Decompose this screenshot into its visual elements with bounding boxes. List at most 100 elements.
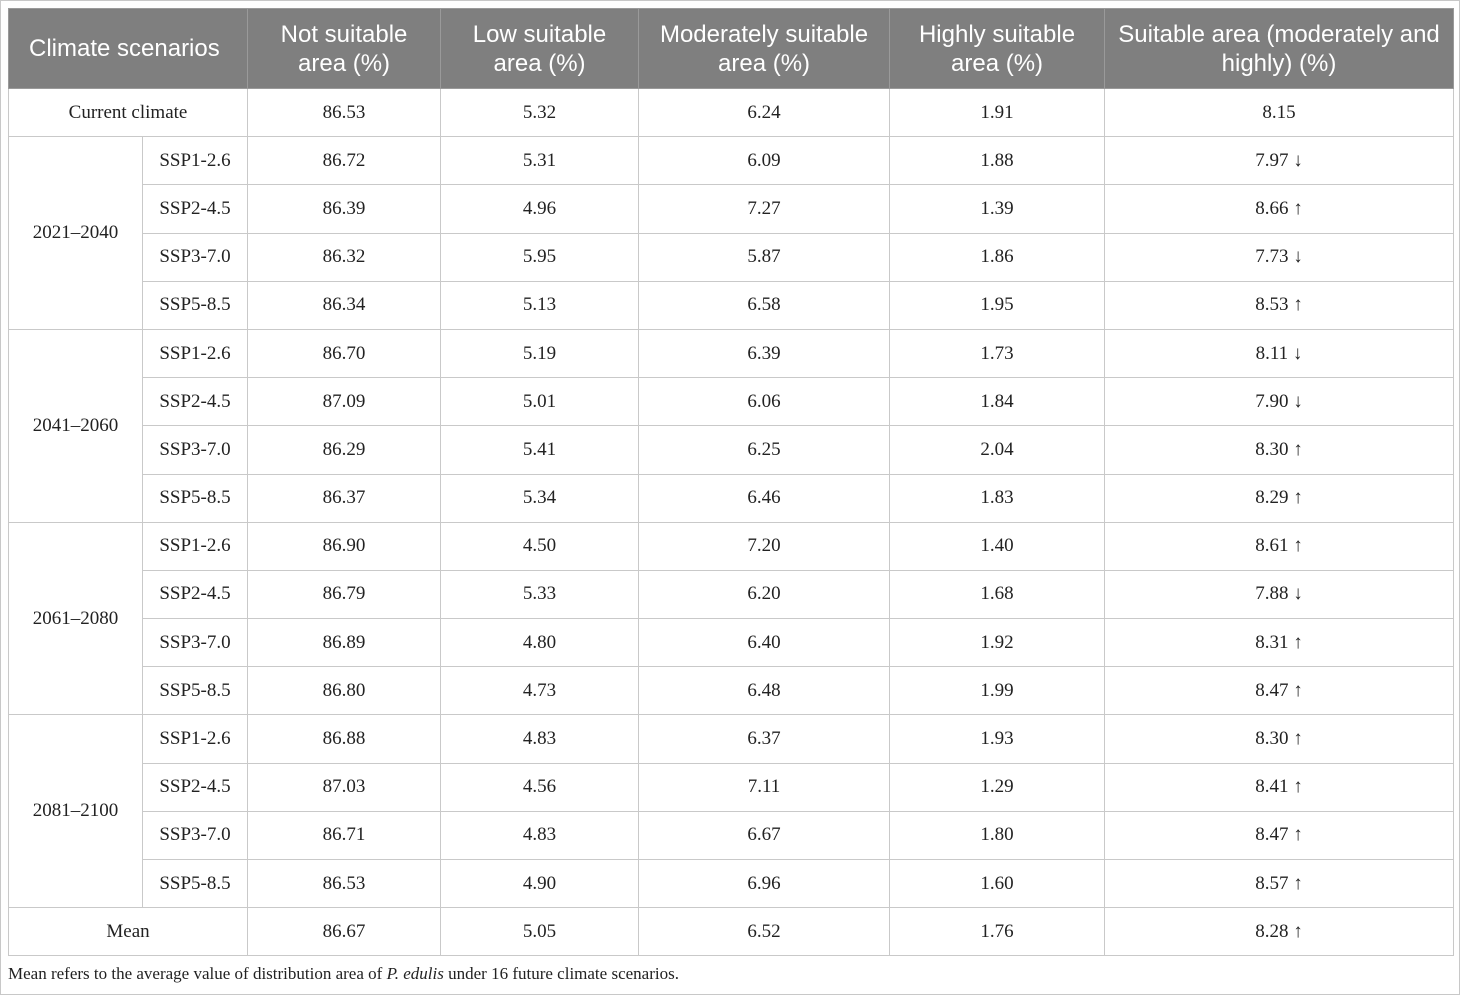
table-cell: 8.11 ↓ — [1104, 328, 1455, 379]
table-cell: 1.29 — [889, 762, 1106, 812]
table-cell: 6.09 — [638, 136, 891, 186]
scenario-label: SSP1-2.6 — [141, 136, 249, 186]
table-cell: 87.03 — [247, 762, 442, 812]
table-cell: 86.34 — [247, 280, 442, 330]
table-cell: 8.30 ↑ — [1104, 714, 1455, 764]
table-cell: 1.86 — [889, 232, 1106, 282]
table-cell: 8.29 ↑ — [1104, 473, 1455, 523]
table-cell: 7.20 — [638, 521, 891, 571]
footnote-text-after: under 16 future climate scenarios. — [443, 964, 679, 983]
table-cell: 6.20 — [638, 569, 891, 620]
table-row: SSP3-7.0 86.29 5.41 6.25 2.04 8.30 ↑ — [9, 425, 1455, 475]
table-cell: 5.95 — [440, 232, 640, 282]
table-cell: 4.80 — [440, 618, 640, 668]
row-label: Current climate — [7, 87, 249, 138]
scenario-label: SSP2-4.5 — [141, 569, 249, 620]
table-cell: 87.09 — [247, 377, 442, 427]
header-moderately-suitable: Moderately suitable area (%) — [638, 8, 891, 89]
table-cell: 4.90 — [440, 858, 640, 909]
table-cell: 7.73 ↓ — [1104, 232, 1455, 282]
table-row: SSP5-8.5 86.34 5.13 6.58 1.95 8.53 ↑ — [9, 280, 1455, 330]
table-cell: 1.91 — [889, 87, 1106, 138]
table-cell: 8.28 ↑ — [1104, 907, 1455, 957]
table-cell: 6.39 — [638, 328, 891, 379]
header-row: Climate scenarios Not suitable area (%) … — [7, 8, 1455, 89]
table-row: SSP2-4.5 87.03 4.56 7.11 1.29 8.41 ↑ — [9, 762, 1455, 812]
table-row: 2041–2060 SSP1-2.6 86.70 5.19 6.39 1.73 8.11 ↓ — [8, 328, 1455, 523]
table-cell: 8.15 — [1104, 87, 1455, 138]
table-row: SSP5-8.5 86.80 4.73 6.48 1.99 8.47 ↑ — [9, 666, 1455, 716]
table-cell: 86.79 — [247, 569, 442, 620]
table-cell: 7.97 ↓ — [1104, 136, 1455, 186]
table-cell: 8.47 ↑ — [1104, 810, 1455, 861]
table-cell: 6.24 — [638, 87, 891, 138]
table-row: SSP2-4.5 86.39 4.96 7.27 1.39 8.66 ↑ — [9, 184, 1455, 234]
table-row: 2081–2100 SSP1-2.6 86.88 4.83 6.37 1.93 8.30 ↑ — [8, 714, 1455, 909]
table-cell: 6.96 — [638, 858, 891, 909]
table-cell: 6.52 — [638, 907, 891, 957]
suitability-table: Climate scenarios Not suitable area (%) … — [7, 8, 1455, 957]
header-climate-scenarios: Climate scenarios — [7, 8, 249, 89]
scenario-label: SSP2-4.5 — [141, 377, 249, 427]
table-cell: 8.57 ↑ — [1104, 858, 1455, 909]
table-row: SSP3-7.0 86.89 4.80 6.40 1.92 8.31 ↑ — [9, 618, 1455, 668]
table-cell: 4.83 — [440, 714, 640, 764]
header-highly-suitable: Highly suitable area (%) — [889, 8, 1106, 89]
table-cell: 1.83 — [889, 473, 1106, 523]
table-cell: 86.53 — [247, 858, 442, 909]
scenario-label: SSP3-7.0 — [141, 618, 249, 668]
table-cell: 4.50 — [440, 521, 640, 571]
scenario-label: SSP5-8.5 — [141, 473, 249, 523]
header-not-suitable: Not suitable area (%) — [247, 8, 442, 89]
header-suitable-area: Suitable area (moderately and highly) (%… — [1104, 8, 1455, 89]
table-row: SSP5-8.5 86.53 4.90 6.96 1.60 8.57 ↑ — [9, 858, 1455, 909]
table-cell: 86.70 — [247, 328, 442, 379]
table-cell: 1.80 — [889, 810, 1106, 861]
scenario-label: SSP1-2.6 — [141, 328, 249, 379]
table-cell: 1.99 — [889, 666, 1106, 716]
table-cell: 8.30 ↑ — [1104, 425, 1455, 475]
table-cell: 1.93 — [889, 714, 1106, 764]
mean-row: Mean 86.67 5.05 6.52 1.76 8.28 ↑ — [7, 907, 1455, 957]
table-cell: 6.67 — [638, 810, 891, 861]
header-low-suitable: Low suitable area (%) — [440, 8, 640, 89]
table-cell: 86.80 — [247, 666, 442, 716]
table-cell: 4.73 — [440, 666, 640, 716]
table-cell: 1.39 — [889, 184, 1106, 234]
table-cell: 86.32 — [247, 232, 442, 282]
table-cell: 6.40 — [638, 618, 891, 668]
table-cell: 6.58 — [638, 280, 891, 330]
scenario-label: SSP5-8.5 — [141, 280, 249, 330]
table-cell: 86.90 — [247, 521, 442, 571]
table-cell: 5.32 — [440, 87, 640, 138]
table-cell: 5.87 — [638, 232, 891, 282]
table-cell: 86.37 — [247, 473, 442, 523]
table-cell: 1.73 — [889, 328, 1106, 379]
table-cell: 8.66 ↑ — [1104, 184, 1455, 234]
table-cell: 6.37 — [638, 714, 891, 764]
scenario-label: SSP2-4.5 — [141, 184, 249, 234]
table-cell: 7.27 — [638, 184, 891, 234]
table-cell: 86.39 — [247, 184, 442, 234]
table-cell: 8.53 ↑ — [1104, 280, 1455, 330]
table-cell: 8.47 ↑ — [1104, 666, 1455, 716]
table-row: SSP3-7.0 86.71 4.83 6.67 1.80 8.47 ↑ — [9, 810, 1455, 861]
table-cell: 7.90 ↓ — [1104, 377, 1455, 427]
table-row: 2061–2080 SSP1-2.6 86.90 4.50 7.20 1.40 8.61 ↑ — [8, 521, 1455, 716]
table-cell: 1.60 — [889, 858, 1106, 909]
table-cell: 6.48 — [638, 666, 891, 716]
period-label: 2081–2100 — [8, 714, 143, 909]
scenario-label: SSP3-7.0 — [141, 810, 249, 861]
period-label: 2061–2080 — [8, 521, 143, 716]
table-row: SSP2-4.5 86.79 5.33 6.20 1.68 7.88 ↓ — [9, 569, 1455, 620]
table-cell: 5.33 — [440, 569, 640, 620]
table-row: SSP3-7.0 86.32 5.95 5.87 1.86 7.73 ↓ — [9, 232, 1455, 282]
table-cell: 86.29 — [247, 425, 442, 475]
scenario-label: SSP1-2.6 — [141, 714, 249, 764]
table-cell: 4.83 — [440, 810, 640, 861]
table-cell: 5.41 — [440, 425, 640, 475]
footnote-species: P. edulis — [386, 964, 444, 983]
table-cell: 1.68 — [889, 569, 1106, 620]
scenario-label: SSP1-2.6 — [141, 521, 249, 571]
table-body: Current climate 86.53 5.32 6.24 1.91 8.15 2021… — [7, 87, 1455, 957]
